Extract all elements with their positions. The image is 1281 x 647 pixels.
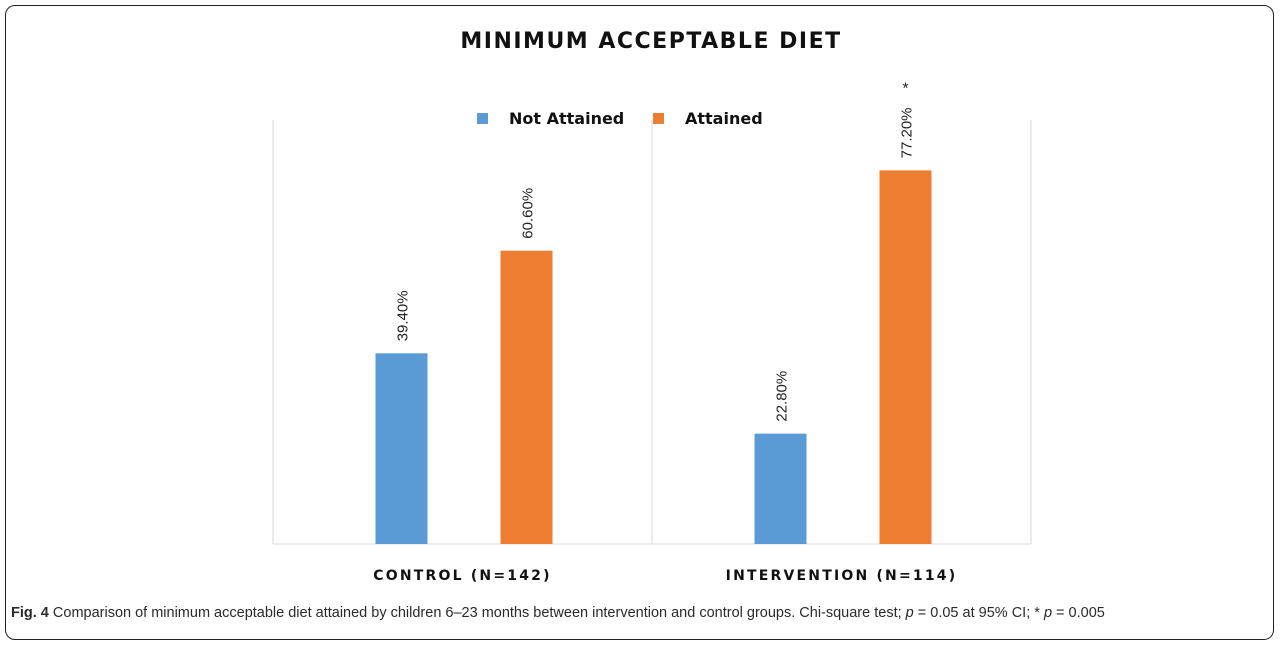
chart-title: MINIMUM ACCEPTABLE DIET: [460, 29, 841, 54]
legend-label-attained: Attained: [685, 109, 763, 128]
data-labels: 39.40% 60.60% 22.80% 77.20% *: [395, 80, 916, 421]
category-label: INTERVENTION (N=114): [726, 568, 958, 584]
legend-label-not-attained: Not Attained: [509, 109, 624, 128]
caption-text-b: = 0.05 at 95% CI; *: [913, 605, 1044, 621]
bar-attained-intervention: [879, 170, 932, 545]
bar-attained-control: [500, 250, 553, 545]
significance-marker: *: [902, 80, 908, 97]
bar-chart: MINIMUM ACCEPTABLE DIET 39.40% 60.60% 22.8…: [272, 29, 1032, 584]
caption-p-symbol-2: p: [1043, 605, 1053, 621]
data-label: 22.80%: [774, 371, 791, 422]
legend-swatch-attained: [653, 113, 664, 124]
caption-text-a: Comparison of minimum acceptable diet at…: [48, 605, 906, 621]
caption-p-symbol-1: p: [905, 605, 914, 621]
caption-fig-label: Fig. 4: [11, 605, 49, 621]
data-label: 60.60%: [520, 188, 537, 239]
data-label: 77.20%: [899, 107, 916, 158]
bar-not-attained-control: [375, 353, 428, 544]
legend-swatch-not-attained: [477, 113, 488, 124]
category-label: CONTROL (N=142): [373, 568, 551, 584]
data-label: 39.40%: [395, 290, 412, 341]
bar-not-attained-intervention: [754, 433, 807, 544]
figure-caption: Fig. 4 Comparison of minimum acceptable …: [11, 603, 1269, 623]
category-labels: CONTROL (N=142) INTERVENTION (N=114): [373, 568, 958, 584]
caption-text-c: = 0.005: [1052, 605, 1105, 621]
legend: Not Attained Attained: [477, 109, 763, 128]
figure-frame: [5, 5, 1274, 640]
bars: [375, 170, 932, 545]
